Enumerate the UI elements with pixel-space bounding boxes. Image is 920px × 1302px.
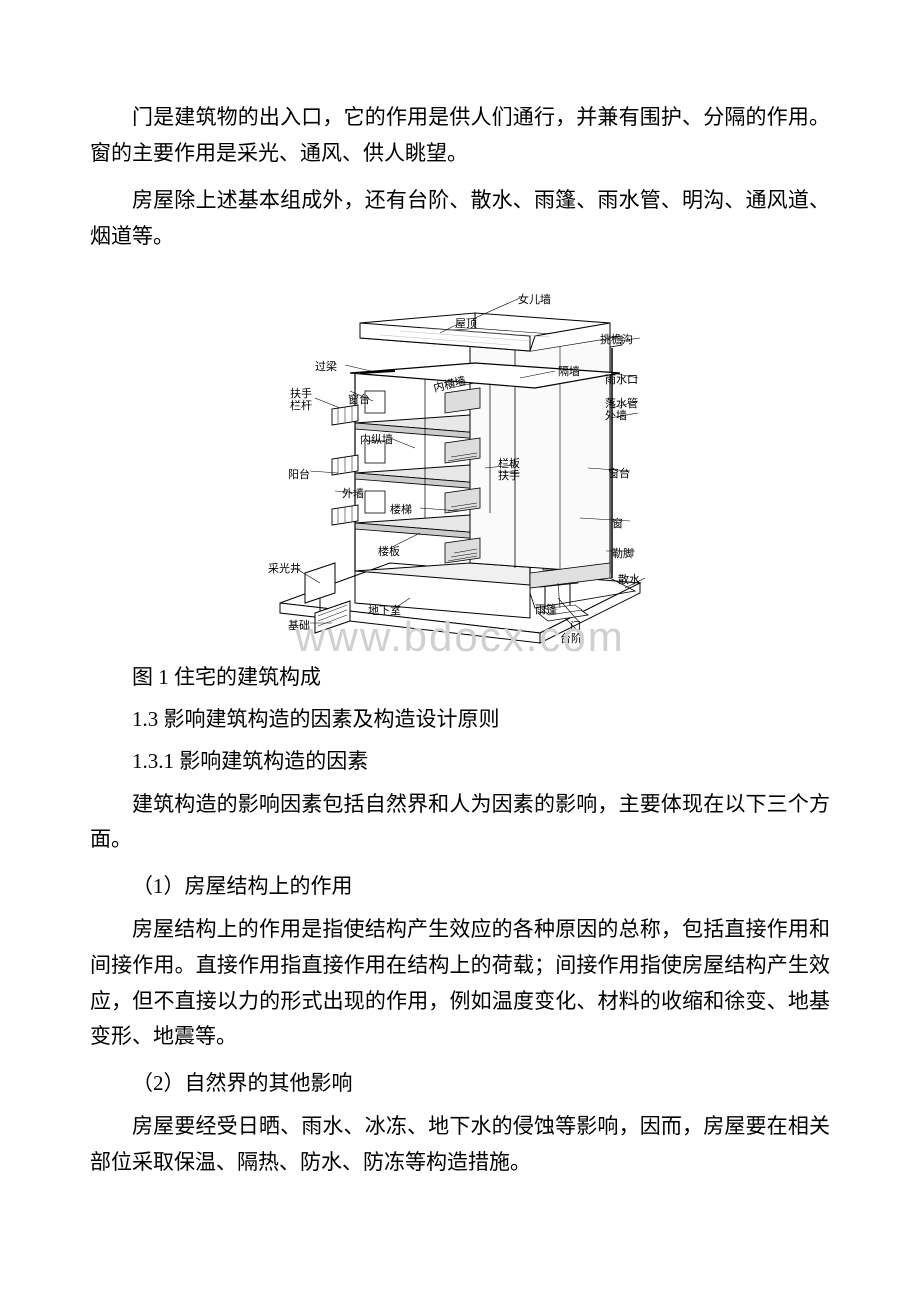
label-steps: 台阶 xyxy=(560,630,582,646)
label-rain-outlet: 雨水口 xyxy=(605,371,638,387)
label-window: 窗 xyxy=(612,515,623,531)
label-partition: 隔墙 xyxy=(558,363,580,379)
section-1-3-1: 1.3.1 影响建筑构造的因素 xyxy=(90,745,830,775)
label-windowsill-top: 窗台 xyxy=(348,391,370,407)
label-canopy: 雨篷 xyxy=(535,601,557,617)
label-plinth: 勒脚 xyxy=(612,545,634,561)
figure-caption: 图 1 住宅的建筑构成 xyxy=(90,661,830,691)
building-diagram-container: 女儿墙 屋顶 挑檐沟 过梁 雨水口 扶手 栏杆 窗台 隔墙 内横墙 落水管 外墙… xyxy=(90,273,830,653)
label-foundation: 基础 xyxy=(288,617,310,633)
label-lintel: 过梁 xyxy=(315,358,337,374)
label-balcony: 阳台 xyxy=(288,466,310,482)
label-outer-wall: 外墙 xyxy=(342,485,364,501)
heading-structure-action: （1）房屋结构上的作用 xyxy=(90,870,830,900)
heading-nature-influence: （2）自然界的其他影响 xyxy=(90,1067,830,1097)
paragraph-doors-windows: 门是建筑物的出入口，它的作用是供人们通行，并兼有围护、分隔的作用。窗的主要作用是… xyxy=(90,100,830,171)
paragraph-other-components: 房屋除上述基本组成外，还有台阶、散水、雨篷、雨水管、明沟、通风道、烟道等。 xyxy=(90,183,830,254)
label-eave-gutter: 挑檐沟 xyxy=(600,331,633,347)
label-roof: 屋顶 xyxy=(455,315,477,331)
paragraph-structure-action: 房屋结构上的作用是指使结构产生效应的各种原因的总称，包括直接作用和间接作用。直接… xyxy=(90,912,830,1055)
label-parapet: 女儿墙 xyxy=(518,291,551,307)
label-basement: 地下室 xyxy=(368,602,401,618)
label-outer-wall-right: 外墙 xyxy=(605,407,627,423)
label-lightwell: 采光井 xyxy=(268,560,301,576)
label-floor-slab: 楼板 xyxy=(378,543,400,559)
section-1-3: 1.3 影响建筑构造的因素及构造设计原则 xyxy=(90,703,830,733)
label-baluster: 栏杆 xyxy=(290,397,312,413)
label-stairs: 楼梯 xyxy=(390,501,412,517)
paragraph-nature-influence: 房屋要经受日晒、雨水、冰冻、地下水的侵蚀等影响，因而，房屋要在相关部位采取保温、… xyxy=(90,1109,830,1180)
label-windowsill: 窗台 xyxy=(608,465,630,481)
label-inner-long-wall: 内纵墙 xyxy=(360,431,393,447)
label-handrail2: 扶手 xyxy=(498,467,520,483)
paragraph-factors-intro: 建筑构造的影响因素包括自然界和人为因素的影响，主要体现在以下三个方面。 xyxy=(90,787,830,858)
label-apron: 散水 xyxy=(618,571,640,587)
building-isometric-diagram: 女儿墙 屋顶 挑檐沟 过梁 雨水口 扶手 栏杆 窗台 隔墙 内横墙 落水管 外墙… xyxy=(260,273,660,653)
